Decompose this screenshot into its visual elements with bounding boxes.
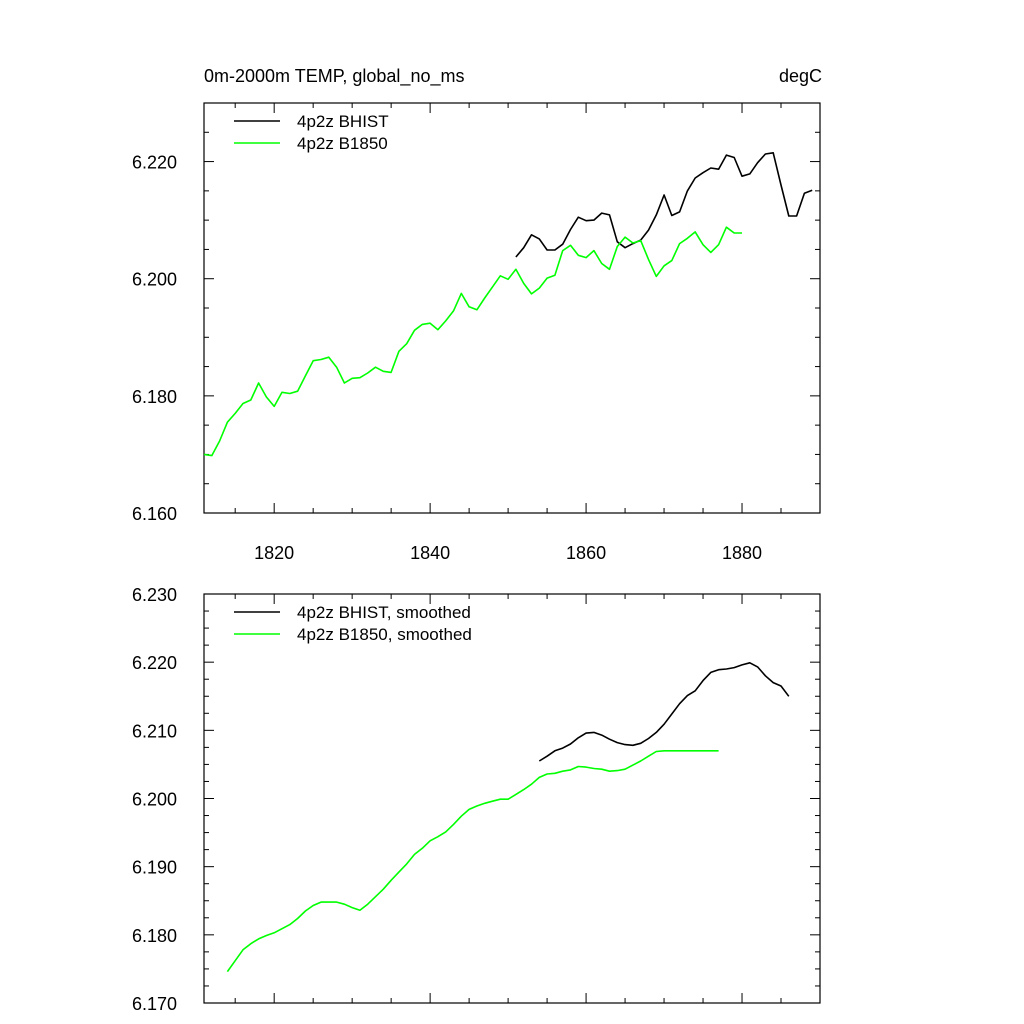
- legend-label-bhist: 4p2z BHIST: [297, 112, 389, 131]
- top-plot-area: 1820 1840 1860 1880 6.160 6.180 6.200 6.220: [132, 102, 821, 563]
- series-line-bhist: [515, 152, 813, 258]
- legend: 4p2z BHIST, smoothed 4p2z B1850, smoothe…: [234, 603, 472, 644]
- y-tick-label: 6.210: [132, 721, 177, 741]
- series-line-b1850: [226, 750, 719, 973]
- bottom-plot-area: 6.170 6.180 6.190 6.200 6.210 6.220 6.230: [132, 585, 821, 1014]
- legend-label-b1850: 4p2z B1850: [297, 134, 388, 153]
- x-tick-label: 1840: [410, 543, 450, 563]
- y-tick-label: 6.180: [132, 926, 177, 946]
- legend-label-bhist-smoothed: 4p2z BHIST, smoothed: [297, 603, 471, 622]
- y-tick-label: 6.200: [132, 270, 177, 290]
- units-label: degC: [779, 66, 822, 86]
- y-tick-label: 6.160: [132, 504, 177, 524]
- y-tick-label: 6.190: [132, 858, 177, 878]
- y-tick-label: 6.220: [132, 153, 177, 173]
- y-tick-label: 6.200: [132, 790, 177, 810]
- top-panel: 0m-2000m TEMP, global_no_ms degC 1820 184…: [132, 66, 822, 563]
- y-tick-label: 6.180: [132, 387, 177, 407]
- y-tick-label: 6.230: [132, 585, 177, 605]
- series-line-b1850: [203, 226, 742, 457]
- y-tick-label: 6.170: [132, 994, 177, 1014]
- x-tick-label: 1820: [254, 543, 294, 563]
- legend: 4p2z BHIST 4p2z B1850: [234, 112, 389, 153]
- legend-label-b1850-smoothed: 4p2z B1850, smoothed: [297, 625, 472, 644]
- chart-title: 0m-2000m TEMP, global_no_ms: [204, 66, 464, 87]
- y-tick-label: 6.220: [132, 653, 177, 673]
- x-tick-label: 1860: [566, 543, 606, 563]
- x-tick-label: 1880: [722, 543, 762, 563]
- bottom-panel: 6.170 6.180 6.190 6.200 6.210 6.220 6.230 4p2z…: [132, 585, 821, 1014]
- series-line-bhist: [538, 662, 790, 762]
